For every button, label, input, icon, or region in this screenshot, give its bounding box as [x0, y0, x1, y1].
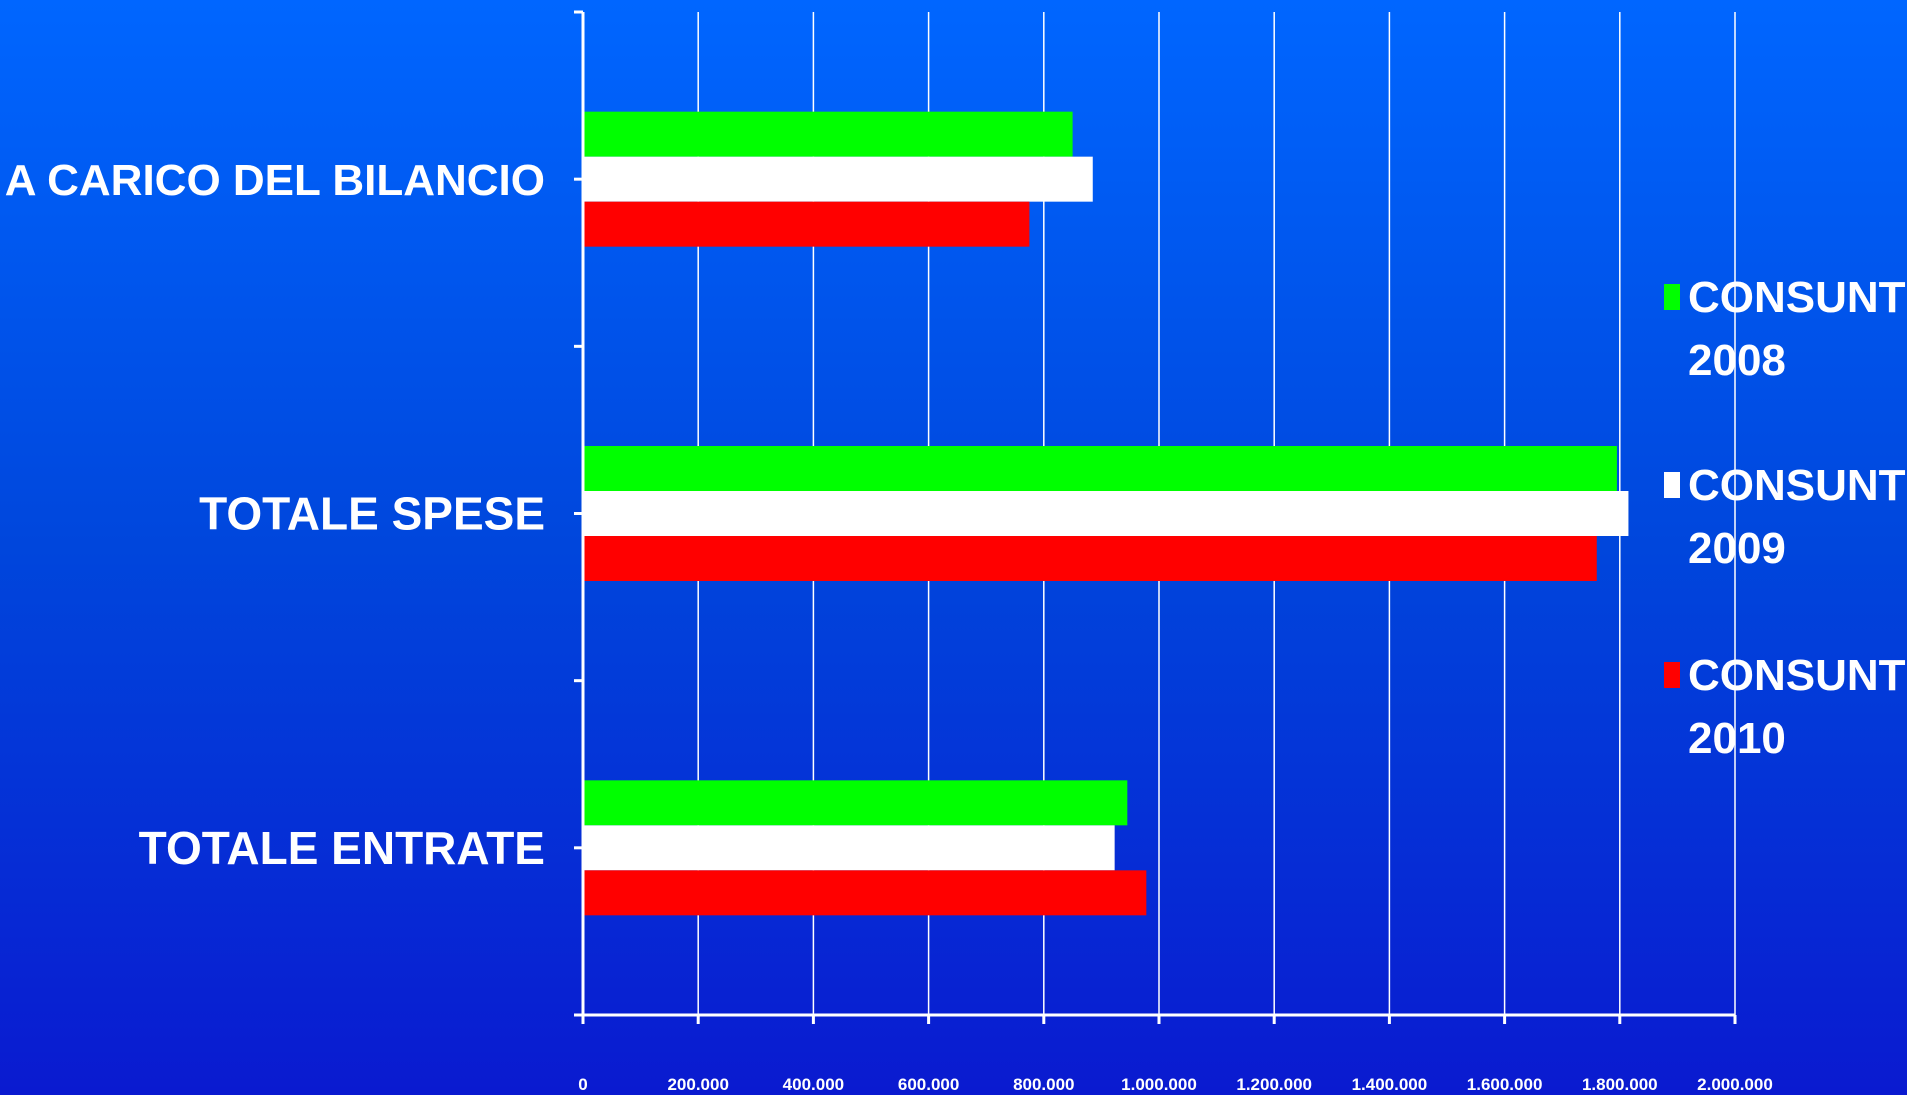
bar — [583, 111, 1073, 157]
bar — [583, 491, 1629, 536]
bar — [583, 201, 1030, 247]
legend-label: CONSUNTIVO — [1688, 461, 1907, 510]
legend-label: 2009 — [1688, 524, 1786, 573]
x-tick-label: 1.600.000 — [1467, 1075, 1543, 1094]
legend-label: 2008 — [1688, 336, 1786, 385]
legend-label: CONSUNTIVO — [1688, 651, 1907, 700]
x-tick-label: 1.400.000 — [1352, 1075, 1428, 1094]
x-tick-label: 600.000 — [898, 1075, 959, 1094]
legend: CONSUNTIVO 2008 CONSUNTIVO 2009 CONSUNTIVO 20… — [1664, 273, 1907, 763]
bars — [583, 111, 1629, 916]
legend-label: CONSUNTIVO — [1688, 273, 1907, 322]
category-labels: COSTO A CARICO DEL BILANCIO TOTALE SPESE T… — [0, 156, 545, 874]
legend-swatch — [1664, 284, 1680, 310]
category-label: TOTALE SPESE — [199, 488, 545, 540]
x-tick-label: 1.800.000 — [1582, 1075, 1658, 1094]
tick-labels: 0 200.000 400.000 600.000 800.000 1.000.000 1.… — [578, 1075, 1773, 1094]
axes — [574, 10, 1737, 1024]
x-tick-label: 1.200.000 — [1236, 1075, 1312, 1094]
bar — [583, 780, 1128, 826]
legend-label: 2010 — [1688, 714, 1786, 763]
x-tick-label: 1.000.000 — [1121, 1075, 1197, 1094]
x-tick-label: 2.000.000 — [1697, 1075, 1773, 1094]
bar — [583, 446, 1617, 491]
bar — [583, 870, 1147, 916]
legend-swatch — [1664, 662, 1680, 688]
legend-swatch — [1664, 472, 1680, 498]
bar — [583, 156, 1093, 202]
category-label: TOTALE ENTRATE — [139, 822, 545, 874]
x-tick-label: 400.000 — [783, 1075, 844, 1094]
x-tick-label: 0 — [578, 1075, 587, 1094]
x-tick-label: 800.000 — [1013, 1075, 1074, 1094]
category-label: COSTO A CARICO DEL BILANCIO — [0, 156, 545, 205]
bar — [583, 825, 1115, 871]
bar — [583, 536, 1597, 581]
x-tick-label: 200.000 — [667, 1075, 728, 1094]
